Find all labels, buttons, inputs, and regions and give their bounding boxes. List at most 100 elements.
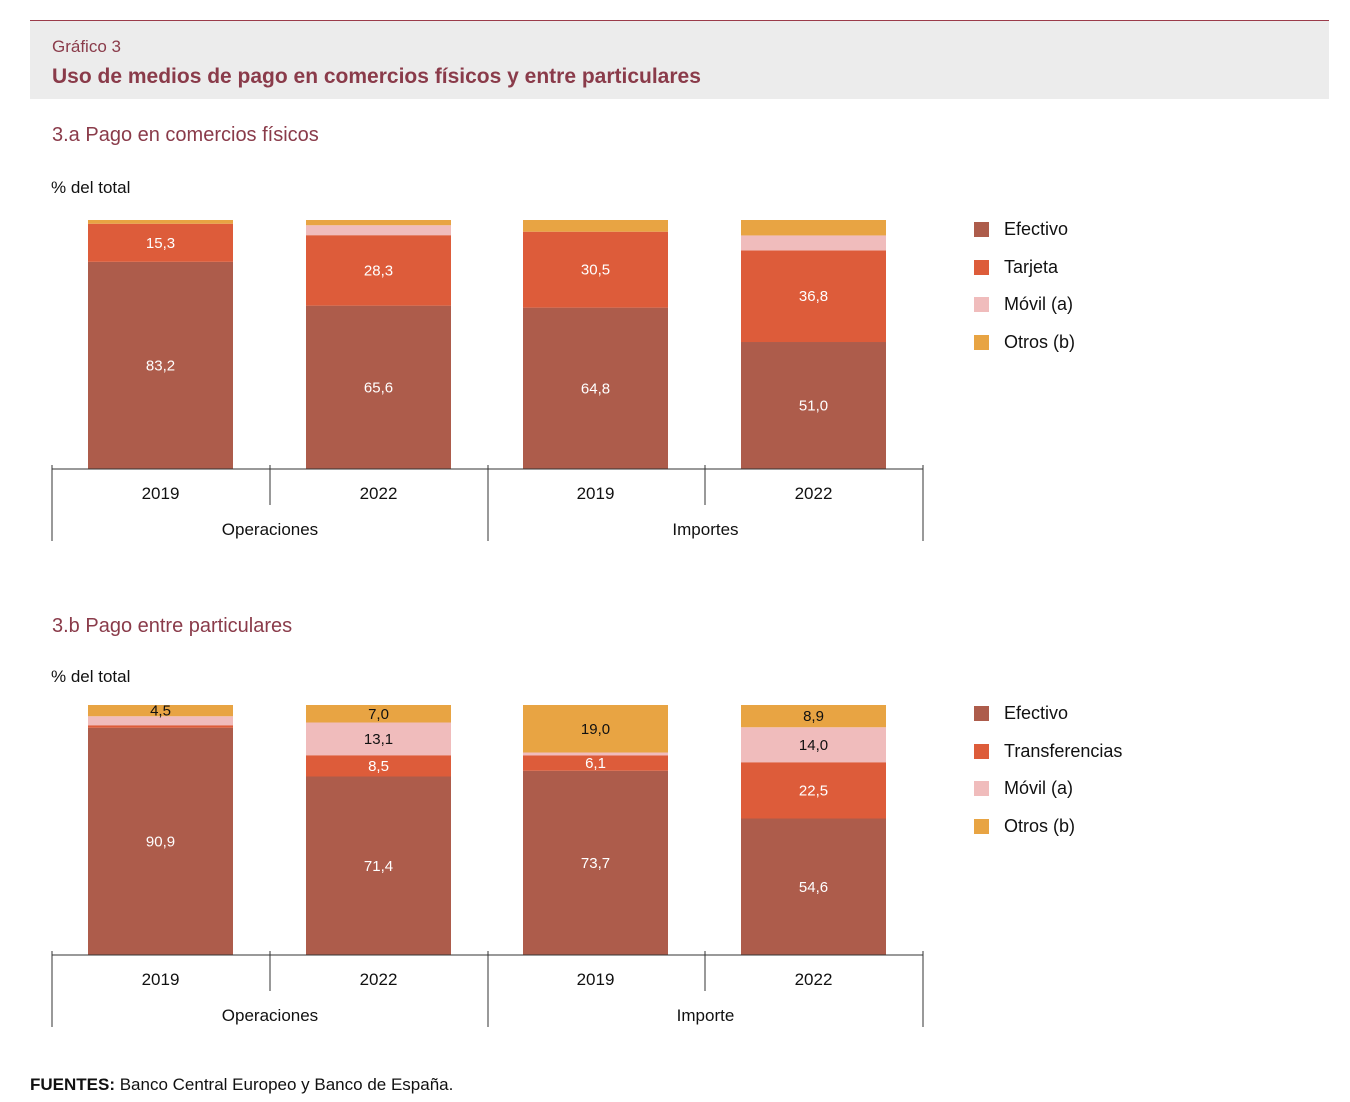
data-label: 6,1 (585, 755, 606, 772)
legend-swatch (974, 259, 989, 275)
x-tick-label: 2019 (142, 484, 180, 503)
bar-segment-otros-b--2 (523, 705, 668, 753)
source-label: FUENTES: (30, 1075, 115, 1094)
panel-a-legend: Efectivo Tarjeta Móvil (a) Otros (b) (974, 219, 1075, 369)
bar-segment-m-vil-a--1 (306, 722, 451, 756)
bar-segment-m-vil-a--1 (306, 225, 451, 236)
chart-header: Gráfico 3 Uso de medios de pago en comer… (30, 20, 1329, 99)
panel-a-unit: % del total (51, 178, 131, 197)
legend-item: Tarjeta (974, 257, 1075, 295)
bar-segment-otros-b--1 (306, 220, 451, 226)
x-tick-label: 2022 (360, 970, 398, 989)
data-label: 28,3 (364, 262, 393, 279)
bar-segment-otros-b--0 (88, 705, 233, 717)
legend-label: Efectivo (1004, 219, 1069, 239)
legend-swatch (974, 706, 989, 721)
bar-segment-tarjeta-2 (523, 231, 668, 308)
bar-segment-transferencias-2 (523, 755, 668, 771)
bar-segment-transferencias-3 (741, 762, 886, 819)
data-label: 19,0 (581, 721, 610, 738)
data-label: 7,0 (368, 706, 389, 723)
source-text: Banco Central Europeo y Banco de España. (115, 1075, 454, 1094)
data-label: 73,7 (581, 855, 610, 872)
legend-swatch (974, 818, 989, 834)
bar-segment-otros-b--3 (741, 705, 886, 728)
legend-item: Efectivo (974, 703, 1122, 741)
bar-segment-m-vil-a--3 (741, 235, 886, 251)
x-tick-label: 2022 (360, 484, 398, 503)
legend-swatch (974, 334, 989, 350)
bar-segment-efectivo-2 (523, 307, 668, 469)
bar-segment-efectivo-0 (88, 727, 233, 955)
bar-segment-transferencias-0 (88, 725, 233, 728)
legend-item: Otros (b) (974, 816, 1122, 854)
data-label: 8,5 (368, 758, 389, 775)
x-group-label: Importes (672, 520, 738, 539)
bar-segment-efectivo-1 (306, 776, 451, 955)
bar-segment-efectivo-1 (306, 305, 451, 469)
legend-item: Transferencias (974, 741, 1122, 779)
data-label: 13,1 (364, 731, 393, 748)
legend-item: Móvil (a) (974, 294, 1075, 332)
data-label: 90,9 (146, 833, 175, 850)
bar-segment-otros-b--3 (741, 220, 886, 236)
x-tick-label: 2022 (795, 970, 833, 989)
panel-b-legend: Efectivo Transferencias Móvil (a) Otros (b) (974, 703, 1122, 853)
x-group-label: Operaciones (222, 520, 318, 539)
data-label: 30,5 (581, 262, 610, 279)
panel-b-unit: % del total (51, 667, 131, 686)
legend-label: Tarjeta (1004, 256, 1059, 277)
legend-swatch (974, 781, 989, 796)
x-tick-label: 2019 (577, 970, 615, 989)
x-group-label: Importe (677, 1006, 735, 1025)
bar-segment-otros-b--1 (306, 705, 451, 723)
data-label: 14,0 (799, 737, 828, 754)
legend-label: Otros (b) (1004, 331, 1076, 352)
x-tick-label: 2019 (142, 970, 180, 989)
legend-label: Transferencias (1004, 740, 1123, 761)
legend-swatch (974, 297, 989, 312)
data-label: 15,3 (146, 235, 175, 252)
legend-item: Móvil (a) (974, 778, 1122, 816)
bar-segment-transferencias-1 (306, 755, 451, 777)
chart-kicker: Gráfico 3 (52, 37, 121, 56)
bar-segment-otros-b--0 (88, 220, 233, 224)
bar-segment-efectivo-2 (523, 770, 668, 955)
legend-label: Efectivo (1004, 703, 1069, 723)
legend-label: Móvil (a) (1004, 294, 1074, 314)
bar-segment-tarjeta-0 (88, 223, 233, 262)
data-label: 8,9 (803, 708, 824, 725)
data-label: 22,5 (799, 782, 828, 799)
bar-segment-efectivo-0 (88, 261, 233, 469)
bar-segment-tarjeta-1 (306, 235, 451, 306)
bar-segment-otros-b--2 (523, 220, 668, 232)
x-group-label: Operaciones (222, 1006, 318, 1025)
data-label: 54,6 (799, 879, 828, 896)
bar-segment-tarjeta-3 (741, 250, 886, 343)
bar-segment-m-vil-a--3 (741, 727, 886, 763)
legend-label: Móvil (a) (1004, 778, 1074, 798)
data-label: 36,8 (799, 288, 828, 305)
data-label: 4,5 (150, 703, 171, 720)
legend-item: Efectivo (974, 219, 1075, 257)
data-label: 51,0 (799, 398, 828, 415)
bar-segment-efectivo-3 (741, 342, 886, 469)
legend-swatch (974, 743, 989, 759)
legend-swatch (974, 222, 989, 237)
chart-title: Uso de medios de pago en comercios físic… (52, 65, 701, 88)
data-label: 65,6 (364, 379, 393, 396)
x-tick-label: 2022 (795, 484, 833, 503)
x-tick-label: 2019 (577, 484, 615, 503)
bar-segment-efectivo-3 (741, 818, 886, 955)
panel-b-title: 3.b Pago entre particulares (52, 615, 293, 637)
panel-a-title: 3.a Pago en comercios físicos (52, 124, 319, 146)
panel-a-chart: 83,2 15,3 65,6 28,3 64,8 30,5 51,0 36,8 2019 2022… (51, 220, 924, 541)
data-label: 83,2 (146, 357, 175, 374)
bar-segment-m-vil-a--0 (88, 716, 233, 726)
source-note: FUENTES: Banco Central Europeo y Banco d… (30, 1075, 453, 1095)
legend-label: Otros (b) (1004, 815, 1076, 836)
bar-segment-m-vil-a--2 (523, 752, 668, 756)
legend-item: Otros (b) (974, 332, 1075, 370)
data-label: 71,4 (364, 858, 393, 875)
data-label: 64,8 (581, 380, 610, 397)
